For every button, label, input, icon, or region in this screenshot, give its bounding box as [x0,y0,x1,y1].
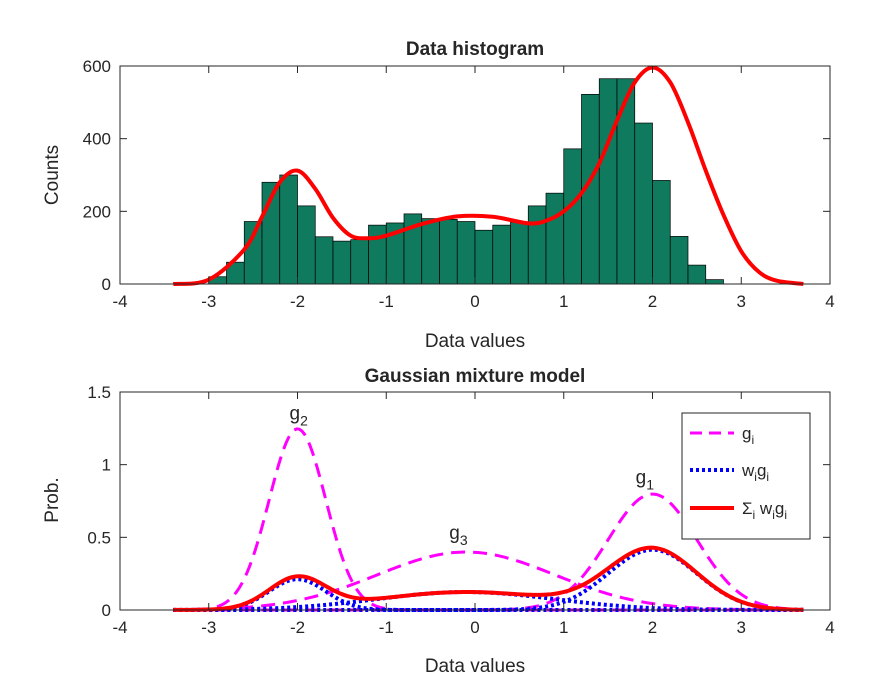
gmm-xtick-label: 1 [559,618,568,637]
histogram-xtick-label: -2 [290,292,305,311]
legend-label-component: gi [742,424,754,447]
gmm-xtick-label: 2 [648,618,657,637]
legend-label-weighted: wigi [741,461,769,484]
mixture-fit-line [173,65,804,286]
gmm-xtick-label: -2 [290,618,305,637]
histogram-bar [368,224,387,285]
histogram-panel: -4 -3 -2 -1 0 1 2 3 4 0 200 400 600 Data histogram D… [42,39,835,352]
histogram-xtick-label: -4 [112,292,127,311]
histogram-ytick-label: 400 [83,130,111,149]
histogram-xtick-label: 3 [737,292,746,311]
histogram-xtick-label: 2 [648,292,657,311]
histogram-bar [439,218,458,285]
gmm-xtick-label: 3 [737,618,746,637]
histogram-title: Data histogram [406,39,544,60]
mixture-sum-line [173,545,804,612]
histogram-bar [474,229,494,285]
histogram-bar [314,236,334,285]
histogram-bar [687,264,707,285]
gmm-ytick-label: 0 [102,601,111,620]
histogram-bar [705,279,724,285]
histogram-bar [598,78,618,285]
histogram-bar [634,122,653,285]
gmm-y-label: Prob. [42,477,63,522]
histogram-bar [297,205,316,285]
histogram-bar [545,192,565,285]
histogram-bar [669,236,689,285]
histogram-bar [456,221,476,285]
gmm-xtick-label: 4 [825,618,834,637]
histogram-xtick-label: -1 [379,292,394,311]
histogram-ytick-label: 0 [102,275,111,294]
histogram-bar [350,239,369,285]
gmm-xtick-label: -4 [112,618,127,637]
histogram-y-label: Counts [42,145,63,205]
gmm-title: Gaussian mixture model [365,366,586,387]
legend: gi wigi Σi wigi [681,412,811,540]
gmm-xtick-label: 0 [470,618,479,637]
gmm-xtick-label: -3 [201,618,216,637]
histogram-ticks: -4 -3 -2 -1 0 1 2 3 4 0 200 400 600 [83,57,835,311]
histogram-ytick-label: 600 [83,57,111,76]
gmm-ytick-label: 1.5 [87,383,111,402]
legend-box [681,412,811,540]
histogram-xtick-label: 1 [559,292,568,311]
histogram-bar [563,148,582,285]
histogram-xtick-label: 4 [825,292,834,311]
legend-label-sum: Σi wigi [742,499,787,522]
gmm-x-label: Data values [425,656,525,677]
histogram-bar [421,218,440,285]
histogram-bar [492,224,511,285]
histogram-bar [652,180,671,285]
component-line-g3 [173,550,804,612]
histogram-x-label: Data values [425,331,525,352]
gmm-xtick-label: -1 [379,618,394,637]
histogram-ytick-label: 200 [83,202,111,221]
histogram-bar [527,205,547,285]
histogram-bar [332,240,352,285]
histogram-bar [243,221,263,285]
gmm-ticks: -4 -3 -2 -1 0 1 2 3 4 0 0.5 1 1.5 [87,383,834,637]
gmm-ytick-label: 0.5 [87,528,111,547]
gmm-ytick-label: 1 [102,456,111,475]
histogram-bar [279,174,298,285]
histogram-bar [510,221,529,285]
histogram-xtick-label: -3 [201,292,216,311]
histogram-xtick-label: 0 [470,292,479,311]
